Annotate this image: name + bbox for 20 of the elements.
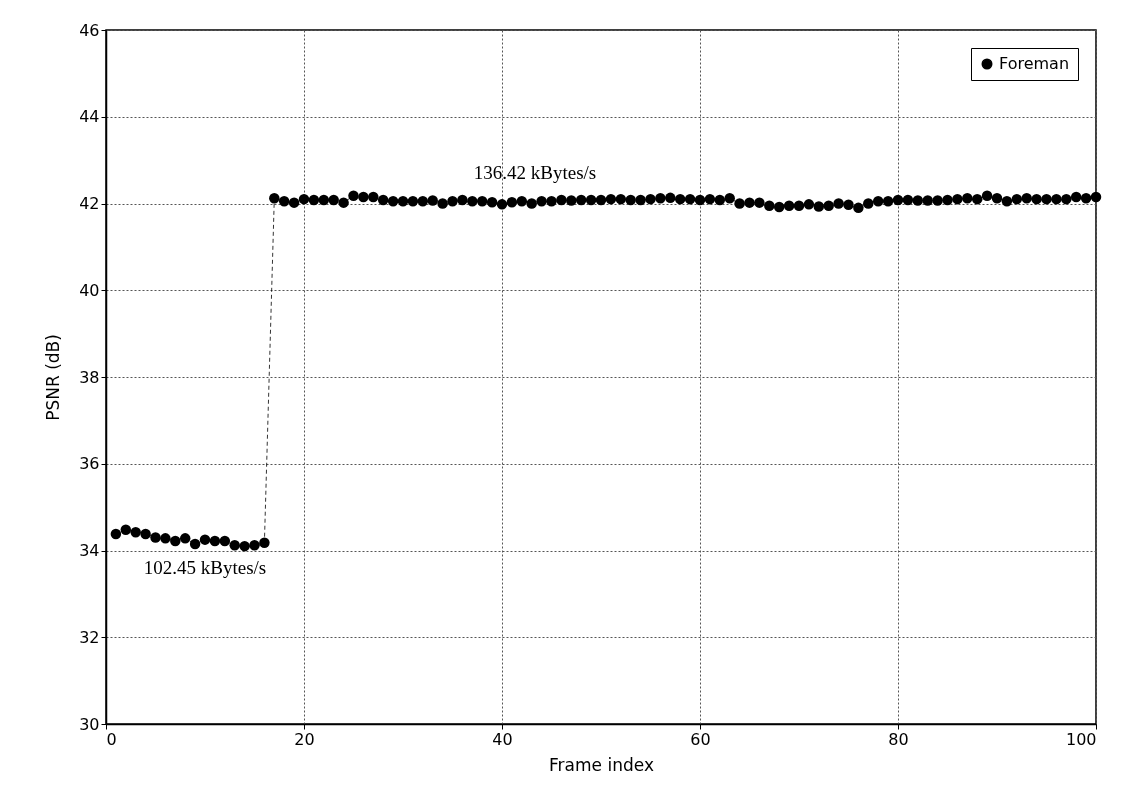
x-tick-label: 40	[492, 729, 513, 749]
x-tick-label: 80	[888, 729, 909, 749]
legend-label: Foreman	[999, 54, 1070, 73]
y-axis-title: PSNR (dB)	[43, 334, 64, 421]
annotation: 102.45 kBytes/s	[143, 557, 267, 578]
annotation: 136.42 kBytes/s	[473, 162, 597, 183]
y-tick-label: 42	[79, 194, 100, 213]
y-tick-label: 32	[79, 627, 100, 647]
x-tick-label: 60	[690, 729, 711, 749]
y-tick-label: 34	[79, 541, 100, 560]
x-tick-label: 20	[294, 729, 315, 749]
y-tick-label: 30	[79, 714, 100, 734]
x-tick-label: 100	[1065, 729, 1097, 749]
y-tick-label: 36	[79, 454, 100, 474]
x-axis-title: Frame index	[549, 754, 654, 775]
y-tick-label: 46	[79, 20, 100, 40]
y-tick-label: 40	[79, 280, 100, 300]
y-tick-label: 38	[79, 367, 100, 387]
y-tick-label: 44	[79, 107, 100, 127]
x-tick-label: 0	[106, 729, 117, 749]
